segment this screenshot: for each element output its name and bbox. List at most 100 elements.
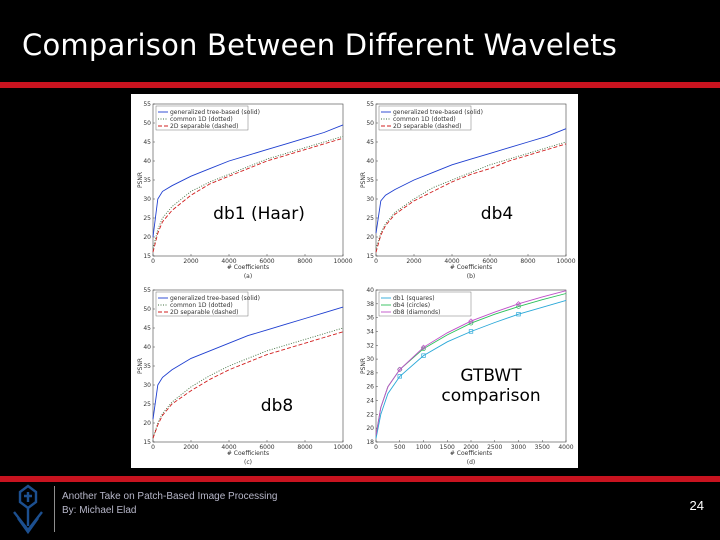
wavelet-figure: 15 20 25 30 35 40 45 50 55 0 2000 4000 6000 8000 10000… <box>131 94 578 468</box>
x-tick-label: 4000 <box>444 258 459 265</box>
bottom-accent-bar <box>0 476 720 482</box>
y-tick-label: 45 <box>366 139 374 146</box>
y-tick-label: 40 <box>143 344 151 351</box>
x-tick-label: 8000 <box>520 258 535 265</box>
x-tick-label: 10000 <box>333 444 352 451</box>
data-point-circle <box>516 304 521 309</box>
x-tick-label: 10000 <box>556 258 575 265</box>
data-point-diamond <box>515 301 522 307</box>
series-line-0 <box>375 128 567 234</box>
series-line-2 <box>375 143 567 253</box>
y-tick-label: 25 <box>143 401 151 408</box>
top-accent-bar <box>0 82 720 88</box>
y-tick-label: 20 <box>366 425 374 432</box>
y-tick-label: 40 <box>143 158 151 165</box>
y-tick-label: 26 <box>366 384 374 391</box>
y-tick-label: 20 <box>366 234 374 241</box>
x-tick-label: 0 <box>151 258 155 265</box>
panel-d: 18 20 22 24 26 28 30 32 34 36 38 40 0 500 1000 1500 2000… <box>360 284 578 466</box>
y-tick-label: 50 <box>143 120 151 127</box>
page-number: 24 <box>689 498 704 513</box>
x-tick-label: 2000 <box>183 444 198 451</box>
y-tick-label: 50 <box>143 306 151 313</box>
overlay-label-db1: db1 (Haar) <box>213 204 305 224</box>
legend-entry: common 1D (dotted) <box>170 116 233 123</box>
y-tick-label: 30 <box>143 196 151 203</box>
overlay-label-db8: db8 <box>260 396 294 416</box>
x-tick-label: 0 <box>151 444 155 451</box>
series-line-2 <box>152 137 344 253</box>
y-tick-label: 38 <box>366 301 374 308</box>
x-tick-label: 0 <box>374 444 378 451</box>
data-point-diamond <box>397 366 403 373</box>
y-tick-label: 30 <box>143 382 151 389</box>
series-line-1 <box>375 141 567 249</box>
footer-separator <box>54 486 55 532</box>
y-tick-label: 30 <box>366 356 374 363</box>
data-point-square <box>516 312 521 317</box>
series-line-0 <box>152 306 344 420</box>
y-tick-label: 22 <box>366 411 374 418</box>
x-tick-label: 10000 <box>333 258 352 265</box>
y-tick-label: 40 <box>366 158 374 165</box>
x-tick-label: 3500 <box>535 444 550 451</box>
x-tick-label: 1000 <box>416 444 431 451</box>
x-tick-label: 6000 <box>482 258 497 265</box>
x-tick-label: 500 <box>394 444 406 451</box>
chart-svg-3: 18 20 22 24 26 28 30 32 34 36 38 40 0 500 1000 1500 2000… <box>360 287 574 466</box>
x-tick-label: 6000 <box>259 258 274 265</box>
y-axis-label: PSNR <box>137 172 144 188</box>
legend-box <box>378 291 472 317</box>
chart-svg-1: 15 20 25 30 35 40 45 50 55 0 2000 4000 6000 8000 10000… <box>360 101 576 280</box>
legend-box <box>155 105 249 131</box>
panel-b: 15 20 25 30 35 40 45 50 55 0 2000 4000 6000 8000 10000… <box>360 98 578 280</box>
y-tick-label: 55 <box>143 101 151 108</box>
x-axis-label: # Coefficients <box>227 264 269 271</box>
series-line-2 <box>152 331 344 439</box>
x-tick-label: 8000 <box>297 444 312 451</box>
x-tick-label: 8000 <box>297 258 312 265</box>
y-tick-label: 34 <box>366 328 374 335</box>
panel-sub-label: (c) <box>244 459 252 466</box>
overlay-label-gtbwt: GTBWT comparison <box>441 366 541 406</box>
panel-sub-label: (a) <box>244 273 252 280</box>
y-axis-label: PSNR <box>360 358 367 374</box>
y-tick-label: 40 <box>366 287 374 294</box>
overlay-label-db4: db4 <box>480 204 514 224</box>
x-tick-label: 4000 <box>221 258 236 265</box>
legend-entry: generalized tree-based (solid) <box>170 109 260 116</box>
y-tick-label: 35 <box>366 177 374 184</box>
legend-entry: 2D separable (dashed) <box>170 123 238 130</box>
series-line-2 <box>375 290 567 436</box>
legend-entry: db1 (squares) <box>393 295 435 302</box>
x-tick-label: 2000 <box>183 258 198 265</box>
x-tick-label: 2500 <box>487 444 502 451</box>
legend-box <box>155 291 249 317</box>
x-tick-label: 0 <box>374 258 378 265</box>
chart-svg-0: 15 20 25 30 35 40 45 50 55 0 2000 4000 6000 8000 10000… <box>137 101 353 280</box>
y-tick-label: 55 <box>366 101 374 108</box>
x-axis-label: # Coefficients <box>450 450 492 457</box>
y-tick-label: 20 <box>143 420 151 427</box>
legend-entry: common 1D (dotted) <box>393 116 456 123</box>
panel-sub-label: (b) <box>467 273 476 280</box>
y-tick-label: 45 <box>143 325 151 332</box>
y-axis-label: PSNR <box>360 172 367 188</box>
legend-entry: generalized tree-based (solid) <box>170 295 260 302</box>
panel-a: 15 20 25 30 35 40 45 50 55 0 2000 4000 6000 8000 10000… <box>137 98 355 280</box>
series-line-0 <box>152 124 344 238</box>
technion-logo-icon <box>13 484 43 535</box>
footer-text: Another Take on Patch-Based Image Proces… <box>62 490 278 518</box>
data-point-square <box>421 353 426 358</box>
series-line-0 <box>375 299 567 439</box>
footer-line-2: By: Michael Elad <box>62 505 137 516</box>
y-tick-label: 15 <box>143 253 151 260</box>
y-tick-label: 25 <box>143 215 151 222</box>
y-tick-label: 50 <box>366 120 374 127</box>
x-tick-label: 3000 <box>511 444 526 451</box>
y-tick-label: 15 <box>366 253 374 260</box>
x-tick-label: 4000 <box>558 444 573 451</box>
data-point-diamond <box>420 344 427 351</box>
slide-title: Comparison Between Different Wavelets <box>22 28 618 62</box>
data-point-diamond <box>468 318 474 324</box>
